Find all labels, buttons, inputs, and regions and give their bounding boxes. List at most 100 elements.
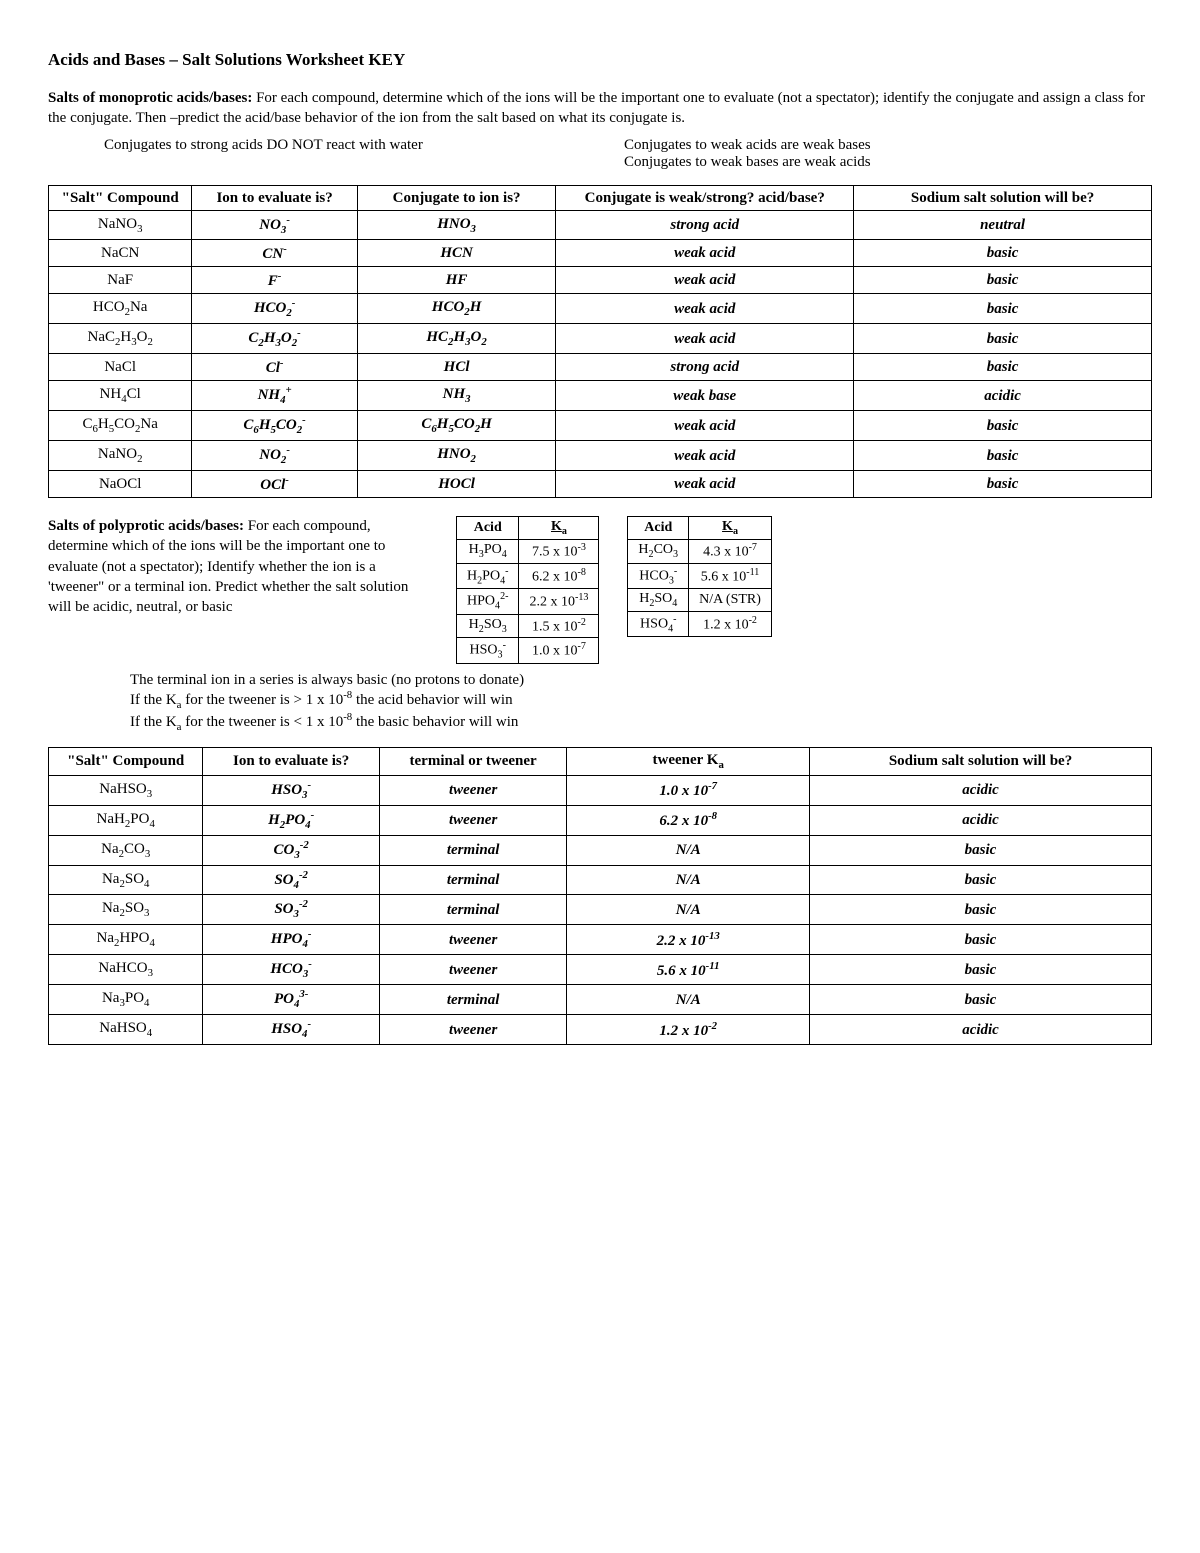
cell-ion: NH4+ (192, 381, 357, 411)
table-row: Na2CO3CO3-2terminalN/Abasic (49, 835, 1152, 865)
cell-class: weak acid (556, 267, 854, 294)
table-row: H2PO4-6.2 x 10-8 (457, 563, 599, 588)
cell-acid: H2CO3 (628, 540, 689, 564)
cell-acid: H2SO4 (628, 589, 689, 612)
cell-acid: H2PO4- (457, 563, 519, 588)
cell-class: weak acid (556, 324, 854, 354)
table-row: H3PO47.5 x 10-3 (457, 540, 599, 564)
table-header: Conjugate to ion is? (357, 185, 556, 210)
page-title: Acids and Bases – Salt Solutions Workshe… (48, 50, 1152, 70)
cell-ion: SO3-2 (203, 895, 379, 925)
cell-terminal: terminal (379, 895, 567, 925)
cell-class: strong acid (556, 210, 854, 240)
cell-ion: H2PO4- (203, 805, 379, 835)
table-row: NaOClOCl-HOClweak acidbasic (49, 471, 1152, 498)
cell-compound: C6H5CO2Na (49, 411, 192, 441)
cell-terminal: tweener (379, 775, 567, 805)
cell-compound: Na3PO4 (49, 985, 203, 1015)
table-row: NaH2PO4H2PO4-tweener6.2 x 10-8acidic (49, 805, 1152, 835)
cell-ka: 7.5 x 10-3 (519, 540, 599, 564)
cell-ion: C6H5CO2- (192, 411, 357, 441)
table-row: NaCNCN-HCNweak acidbasic (49, 240, 1152, 267)
cell-class: strong acid (556, 354, 854, 381)
table-row: NaHSO4HSO4-tweener1.2 x 10-2acidic (49, 1015, 1152, 1045)
cell-ion: NO3- (192, 210, 357, 240)
table-header: Sodium salt solution will be? (854, 185, 1152, 210)
cell-ion: CN- (192, 240, 357, 267)
table-row: HSO3-1.0 x 10-7 (457, 638, 599, 663)
cell-acid: HSO3- (457, 638, 519, 663)
cell-result: basic (810, 985, 1152, 1015)
cell-terminal: terminal (379, 835, 567, 865)
table-header: Ion to evaluate is? (192, 185, 357, 210)
cell-conjugate: HCl (357, 354, 556, 381)
table-row: NaHCO3HCO3-tweener5.6 x 10-11basic (49, 955, 1152, 985)
cell-class: weak base (556, 381, 854, 411)
cell-tweener-ka: 5.6 x 10-11 (567, 955, 810, 985)
cell-result: basic (810, 895, 1152, 925)
table-row: HCO2NaHCO2-HCO2Hweak acidbasic (49, 294, 1152, 324)
cell-ka: 1.5 x 10-2 (519, 614, 599, 638)
table-row: H2SO4N/A (STR) (628, 589, 772, 612)
cell-compound: Na2SO4 (49, 865, 203, 895)
cell-conjugate: HCN (357, 240, 556, 267)
cell-class: weak acid (556, 441, 854, 471)
table-row: H2SO31.5 x 10-2 (457, 614, 599, 638)
cell-result: acidic (810, 775, 1152, 805)
cell-compound: NaOCl (49, 471, 192, 498)
polyprotic-table: "Salt" CompoundIon to evaluate is?termin… (48, 747, 1152, 1046)
poly-lead: Salts of polyprotic acids/bases: (48, 518, 244, 534)
cell-conjugate: HNO3 (357, 210, 556, 240)
cell-ka: 2.2 x 10-13 (519, 589, 599, 614)
cell-ion: HSO4- (203, 1015, 379, 1045)
cell-class: weak acid (556, 240, 854, 267)
table-row: NaHSO3HSO3-tweener1.0 x 10-7acidic (49, 775, 1152, 805)
cell-acid: H2SO3 (457, 614, 519, 638)
rule-left: Conjugates to strong acids DO NOT react … (48, 137, 624, 171)
cell-conjugate: HOCl (357, 471, 556, 498)
cell-ka: 4.3 x 10-7 (689, 540, 772, 564)
cell-compound: NaNO2 (49, 441, 192, 471)
cell-compound: NaCN (49, 240, 192, 267)
cell-result: acidic (810, 1015, 1152, 1045)
table-row: NaClCl-HClstrong acidbasic (49, 354, 1152, 381)
cell-terminal: tweener (379, 1015, 567, 1045)
monoprotic-table: "Salt" CompoundIon to evaluate is?Conjug… (48, 185, 1152, 499)
table-header: terminal or tweener (379, 747, 567, 775)
cell-tweener-ka: 6.2 x 10-8 (567, 805, 810, 835)
cell-result: basic (854, 240, 1152, 267)
cell-ion: NO2- (192, 441, 357, 471)
table-header: Conjugate is weak/strong? acid/base? (556, 185, 854, 210)
cell-class: weak acid (556, 294, 854, 324)
table-row: Na2HPO4HPO4-tweener2.2 x 10-13basic (49, 925, 1152, 955)
intro-lead: Salts of monoprotic acids/bases: (48, 90, 252, 106)
cell-terminal: terminal (379, 865, 567, 895)
table-row: Na3PO4PO43-terminalN/Abasic (49, 985, 1152, 1015)
ka1-head-ka: Ka (519, 517, 599, 540)
table-row: HCO3-5.6 x 10-11 (628, 563, 772, 588)
cell-ion: HPO4- (203, 925, 379, 955)
cell-result: acidic (854, 381, 1152, 411)
cell-compound: NaF (49, 267, 192, 294)
table-row: NH4ClNH4+NH3weak baseacidic (49, 381, 1152, 411)
cell-result: basic (810, 925, 1152, 955)
table-header: "Salt" Compound (49, 185, 192, 210)
ka1-head-acid: Acid (457, 517, 519, 540)
cell-acid: H3PO4 (457, 540, 519, 564)
table-row: C6H5CO2NaC6H5CO2-C6H5CO2Hweak acidbasic (49, 411, 1152, 441)
cell-compound: HCO2Na (49, 294, 192, 324)
cell-ion: PO43- (203, 985, 379, 1015)
table-row: HPO42-2.2 x 10-13 (457, 589, 599, 614)
cell-tweener-ka: N/A (567, 865, 810, 895)
terminal-rules: The terminal ion in a series is always b… (48, 672, 1152, 733)
cell-result: acidic (810, 805, 1152, 835)
table-header: Ion to evaluate is? (203, 747, 379, 775)
cell-tweener-ka: N/A (567, 835, 810, 865)
cell-result: basic (854, 471, 1152, 498)
cell-ion: HSO3- (203, 775, 379, 805)
conjugate-rules: Conjugates to strong acids DO NOT react … (48, 137, 1152, 171)
cell-terminal: tweener (379, 805, 567, 835)
cell-ka: 5.6 x 10-11 (689, 563, 772, 588)
ka2-head-acid: Acid (628, 517, 689, 540)
cell-result: basic (854, 354, 1152, 381)
